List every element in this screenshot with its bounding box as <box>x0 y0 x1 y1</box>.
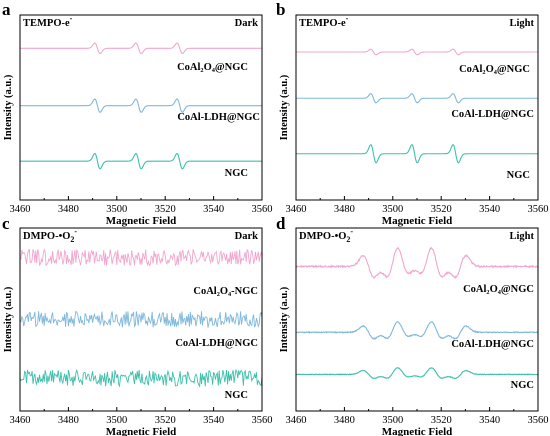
x-tick-label-1: 3480 <box>58 204 79 215</box>
x-tick-label-5: 3560 <box>252 204 273 215</box>
y-axis-label: Intensity (a.u.) <box>279 74 290 140</box>
panel-a: CoAl₂O₄@NGC CoAl-LDH@NGC NGC 3460 3480 3500 35… <box>2 0 273 227</box>
probe-sup: - <box>70 14 73 23</box>
panel-letter: b <box>276 0 285 19</box>
series-label-1: CoAl₂O₄@NGC <box>463 284 534 295</box>
panel-letter: d <box>276 214 286 233</box>
x-tick-label-3: 3520 <box>155 204 176 215</box>
condition-label: Light <box>509 18 534 29</box>
series-line-3 <box>296 144 538 164</box>
series-line-3 <box>19 368 263 388</box>
y-axis-label: Intensity (a.u.) <box>3 74 14 140</box>
x-tick-label-4: 3540 <box>479 204 500 215</box>
x-tick-label-2: 3500 <box>106 415 127 426</box>
probe-main: TEMPO-e <box>23 18 70 29</box>
probe-sup: - <box>346 14 349 23</box>
series-line-3 <box>20 152 262 170</box>
series-label-1: CoAl₂O₄@NGC <box>177 62 248 73</box>
probe-label: DMPO-•O2- <box>23 227 77 244</box>
panel-letter: c <box>2 214 10 233</box>
x-tick-label-0: 3460 <box>10 415 31 426</box>
series-label-3: NGC <box>507 170 530 181</box>
x-tick-label-5: 3560 <box>528 415 549 426</box>
panel-b: CoAl₂O₄@NGC CoAl-LDH@NGC NGC 3460 3480 3500 35… <box>276 0 549 227</box>
probe-label: TEMPO-e- <box>23 14 73 29</box>
axes-frame <box>295 14 539 201</box>
series-line-1 <box>20 42 262 55</box>
x-tick-label-5: 3560 <box>528 204 549 215</box>
series-label-3: NGC <box>511 380 534 391</box>
series-line-1 <box>296 48 538 56</box>
probe-label: DMPO-•O2- <box>299 227 353 244</box>
y-axis-label: Intensity (a.u.) <box>279 286 290 352</box>
x-tick-label-3: 3520 <box>431 204 452 215</box>
x-tick-label-0: 3460 <box>286 415 307 426</box>
x-tick-label-0: 3460 <box>286 204 307 215</box>
series-line-2 <box>295 320 539 340</box>
x-axis-label: Magnetic Field <box>382 426 453 436</box>
series-label-2: CoAl-LDH@NGC <box>177 112 260 123</box>
probe-sup: - <box>74 227 77 236</box>
probe-main: DMPO-•O <box>299 231 346 242</box>
panel-d: CoAl₂O₄@NGC CoAl-LDH@NGC NGC 3460 3480 3500 35… <box>276 214 549 436</box>
probe-sub: 2 <box>70 235 74 244</box>
series-label-1: CoAl₂O₄@NGC <box>459 64 530 75</box>
probe-sup: - <box>350 227 353 236</box>
x-tick-label-0: 3460 <box>10 204 31 215</box>
x-tick-label-5: 3560 <box>252 415 273 426</box>
x-tick-label-4: 3540 <box>203 415 224 426</box>
series-line-3 <box>295 367 539 380</box>
probe-label: TEMPO-e- <box>299 14 349 29</box>
condition-label: Light <box>509 231 534 242</box>
series-label-2: CoAl-LDH@NGC <box>451 339 534 350</box>
series-line-2 <box>296 93 538 104</box>
series-label-2: CoAl-LDH@NGC <box>175 338 258 349</box>
series-label-3: NGC <box>225 390 248 401</box>
probe-main: DMPO-•O <box>23 231 70 242</box>
x-axis-label: Magnetic Field <box>382 215 453 227</box>
probe-main: TEMPO-e <box>299 18 346 29</box>
x-tick-label-4: 3540 <box>203 204 224 215</box>
x-tick-label-2: 3500 <box>106 204 127 215</box>
series-label-1: CoAl₂O₄-NGC <box>193 286 258 297</box>
series-label-3: NGC <box>225 168 248 179</box>
series-line-2 <box>20 98 262 113</box>
probe-sub: 2 <box>346 235 350 244</box>
condition-label: Dark <box>235 18 258 29</box>
series-line-2 <box>19 310 263 329</box>
x-tick-label-3: 3520 <box>431 415 452 426</box>
panel-letter: a <box>2 0 11 19</box>
y-axis-label: Intensity (a.u.) <box>3 286 14 352</box>
x-tick-label-1: 3480 <box>334 415 355 426</box>
x-tick-label-2: 3500 <box>382 204 403 215</box>
series-line-1 <box>19 248 263 267</box>
panel-c: CoAl₂O₄-NGC CoAl-LDH@NGC NGC 3460 3480 3500 35… <box>2 214 273 436</box>
axes-frame <box>295 227 539 412</box>
series-label-2: CoAl-LDH@NGC <box>451 109 534 120</box>
x-tick-label-2: 3500 <box>382 415 403 426</box>
x-axis-label: Magnetic Field <box>106 426 177 436</box>
x-tick-label-3: 3520 <box>155 415 176 426</box>
x-tick-label-1: 3480 <box>58 415 79 426</box>
x-axis-label: Magnetic Field <box>106 215 177 227</box>
condition-label: Dark <box>235 231 258 242</box>
x-tick-label-1: 3480 <box>334 204 355 215</box>
series-line-1 <box>295 246 539 279</box>
x-tick-label-4: 3540 <box>479 415 500 426</box>
